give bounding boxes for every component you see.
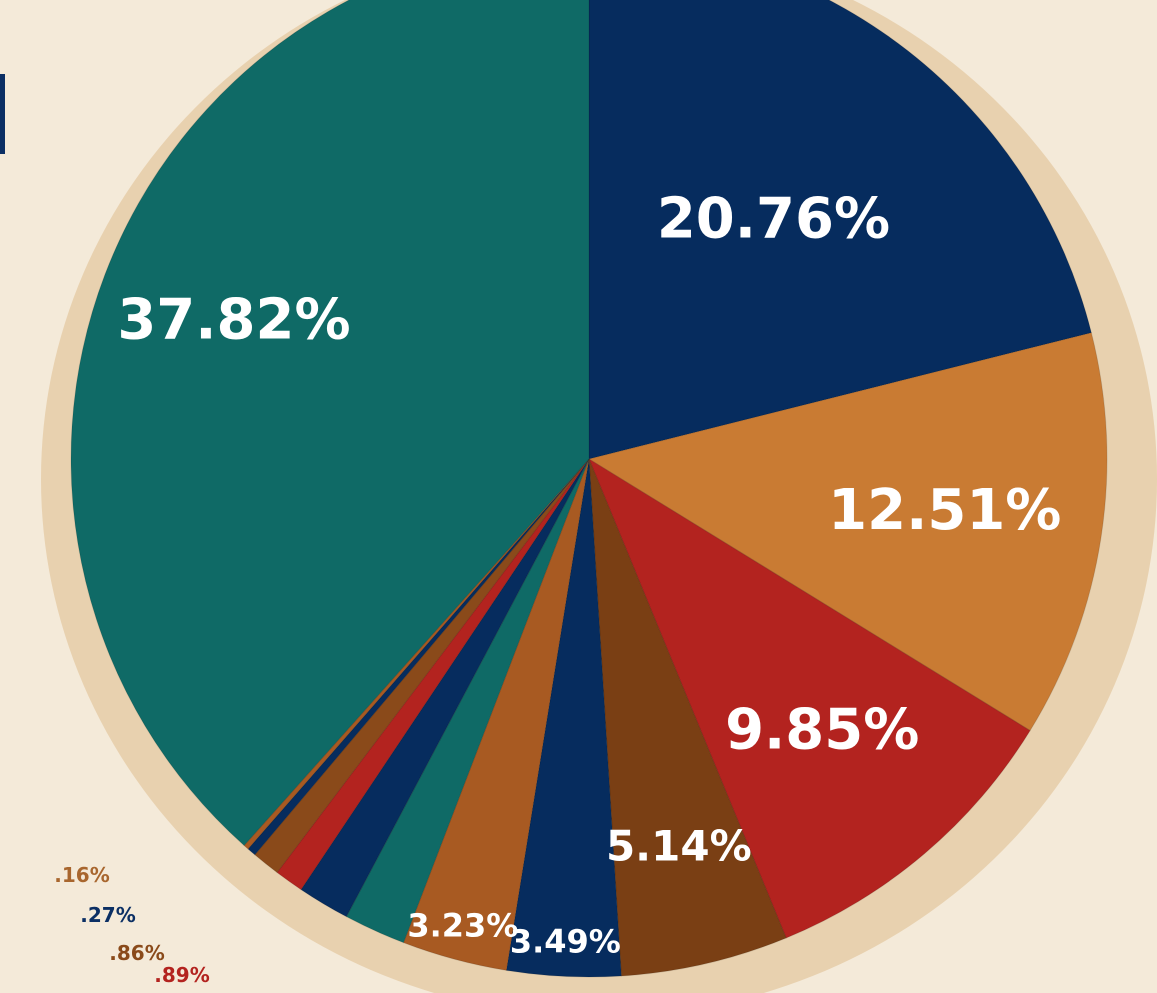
slice-label-3: 5.14% — [606, 821, 752, 870]
slice-label-4: 3.49% — [510, 922, 621, 960]
pie-slice-7 — [300, 458, 590, 918]
pie-slice-1 — [587, 332, 1108, 732]
pie-slice-11 — [243, 458, 590, 850]
pie-slice-9 — [254, 458, 590, 874]
slice-label-10: .27% — [80, 903, 135, 927]
slice-label-2: 9.85% — [725, 697, 919, 762]
pie-slice-8 — [276, 458, 590, 891]
pie-slice-5 — [402, 458, 590, 971]
slice-label-9: .86% — [109, 941, 164, 965]
pie-slice-6 — [345, 458, 590, 944]
pie-slice-0 — [588, 0, 1092, 460]
slice-label-0: 20.76% — [657, 187, 890, 252]
slice-label-1: 12.51% — [828, 478, 1061, 543]
slice-label-12: 37.82% — [117, 288, 350, 353]
slice-label-8: .89% — [154, 963, 209, 987]
pie-slice-2 — [587, 457, 1031, 939]
pie-slice-10 — [247, 458, 590, 856]
slice-label-5: 3.23% — [407, 906, 518, 944]
pie-slice-12 — [70, 0, 590, 847]
pie-slice-3 — [588, 458, 787, 977]
pie-slice-4 — [505, 458, 622, 978]
slice-label-11: .16% — [54, 863, 109, 887]
side-accent-bar — [0, 74, 5, 154]
